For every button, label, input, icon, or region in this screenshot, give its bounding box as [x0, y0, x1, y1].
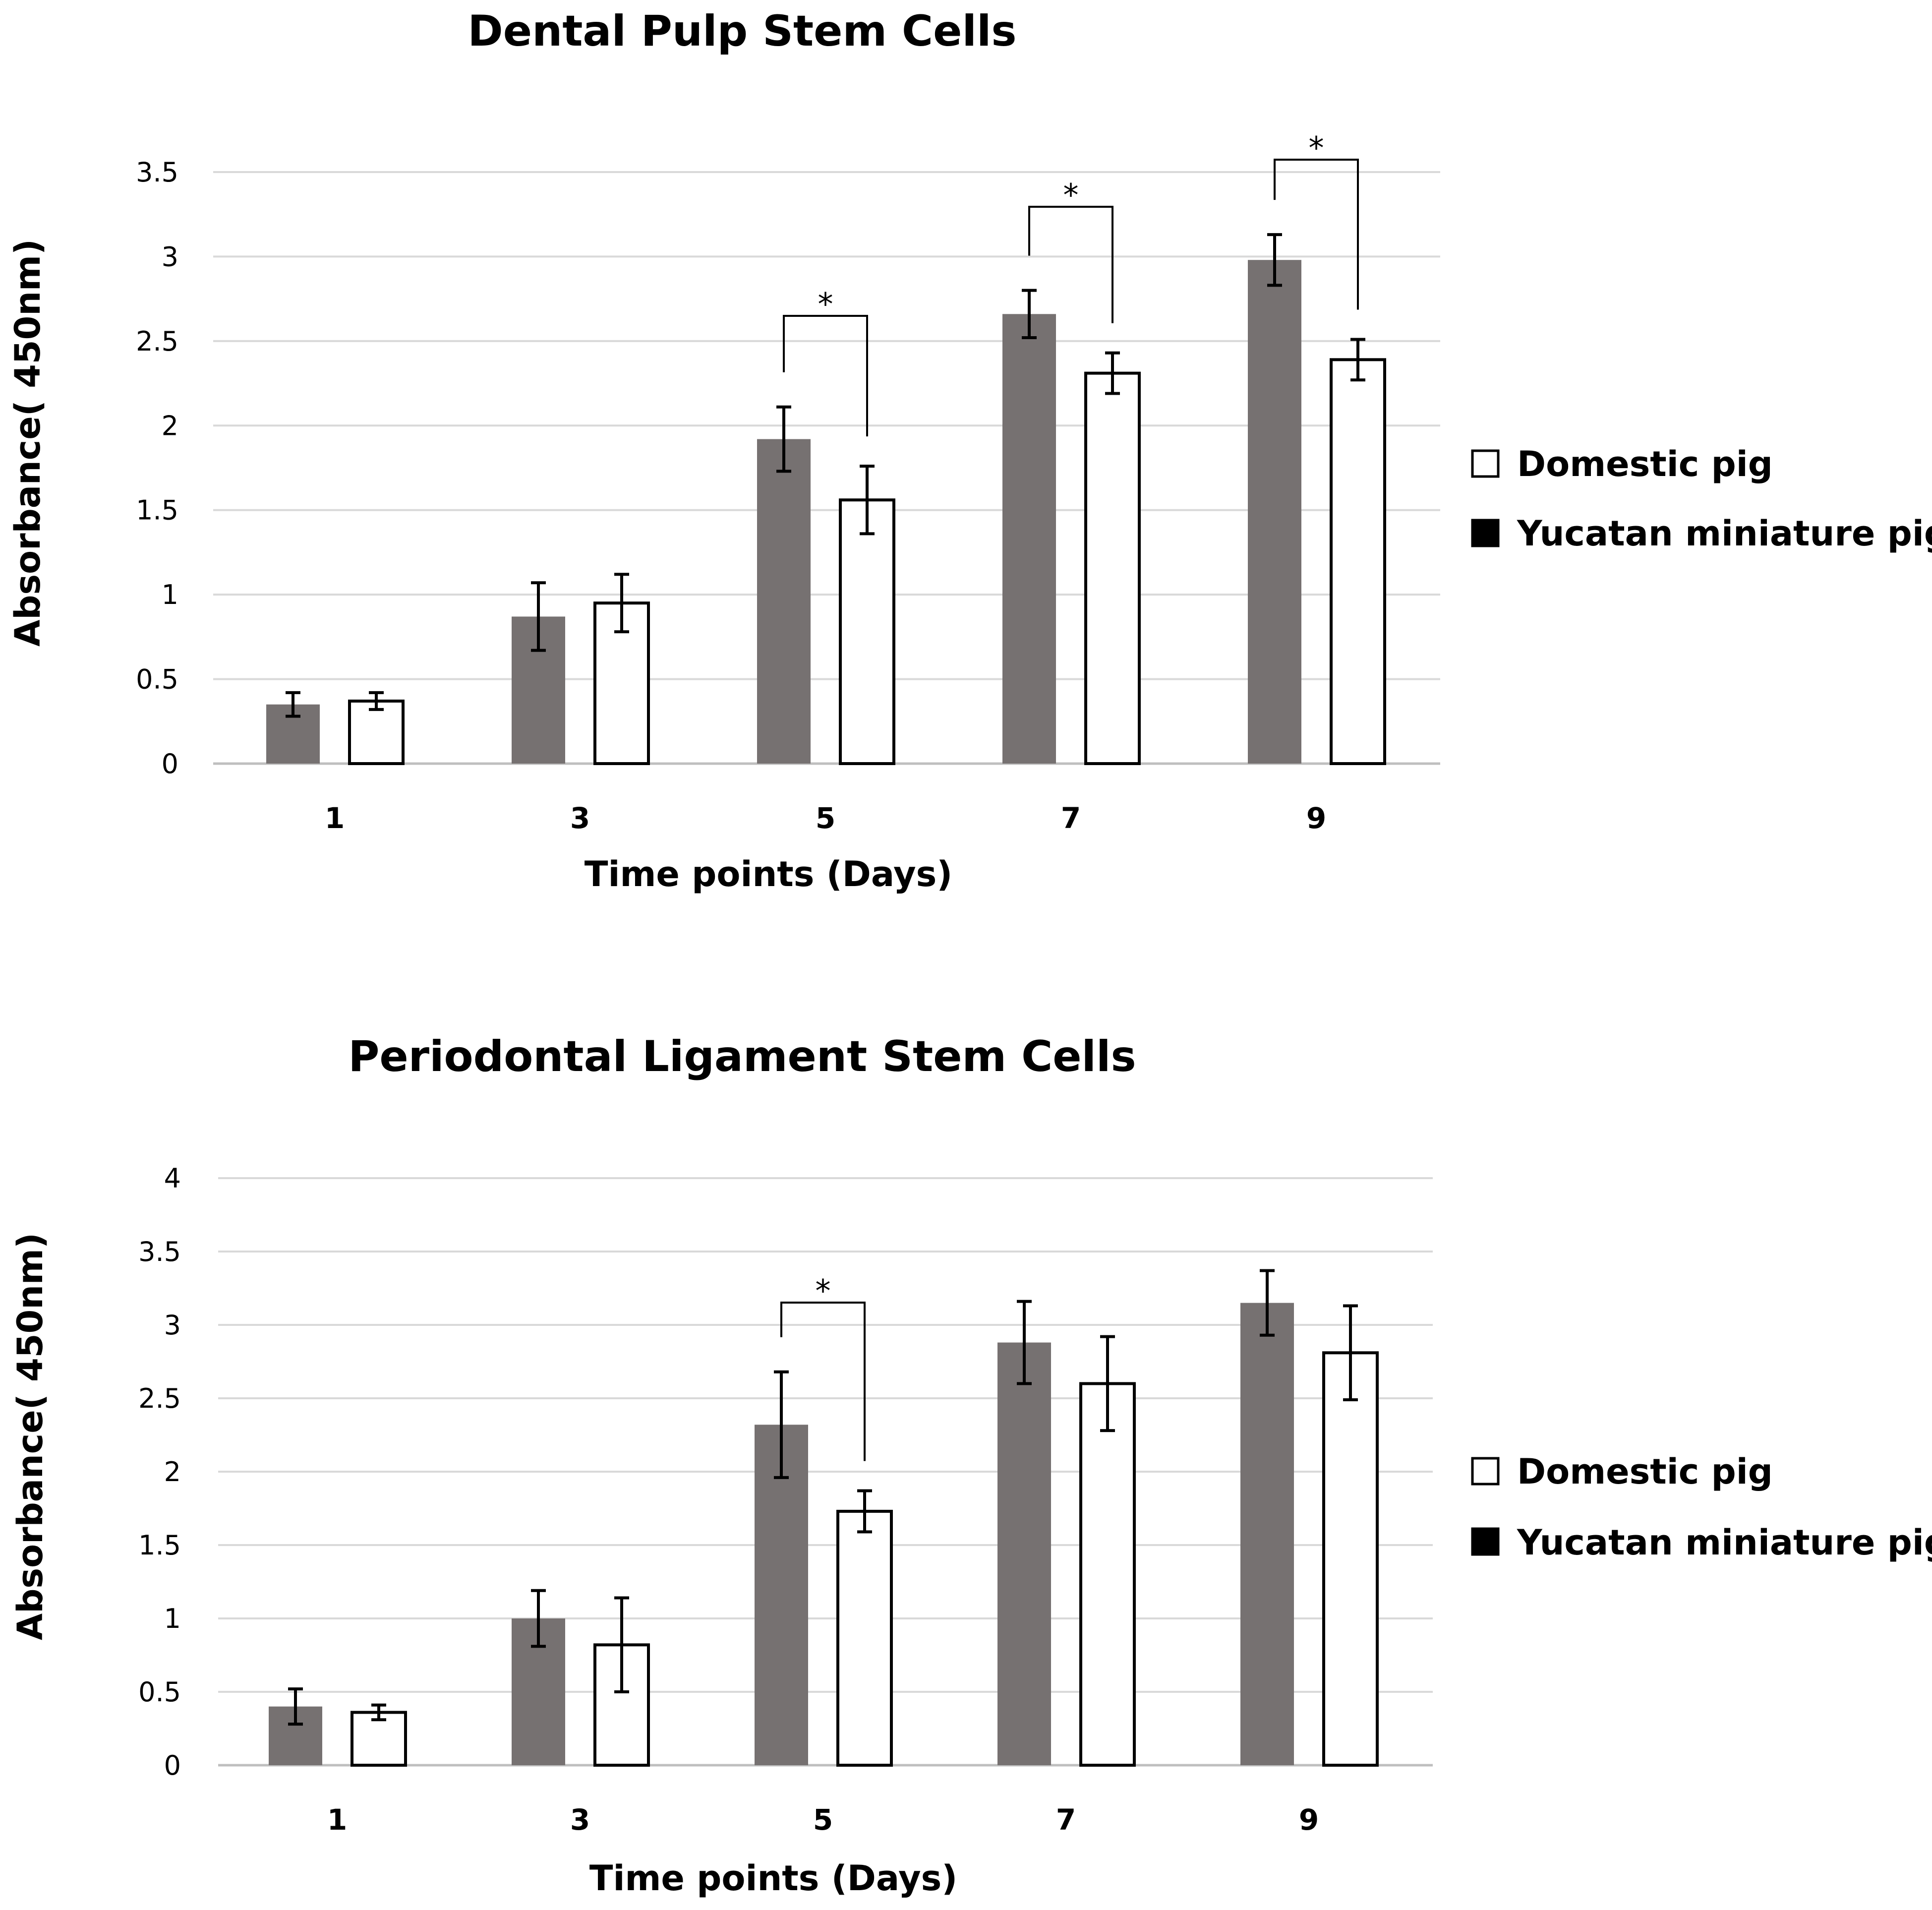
y-tick-label: 0.5 [136, 664, 178, 695]
bar-yucatan-day-7 [997, 1342, 1051, 1765]
y-tick-label: 1 [164, 1603, 181, 1634]
bar-yucatan-day-5 [755, 1425, 808, 1765]
y-tick-label: 0.5 [138, 1676, 181, 1708]
significance-bracket-day-5 [783, 315, 868, 437]
error-bar [531, 581, 546, 652]
legend-label-domestic: Domestic pig [1517, 1451, 1773, 1492]
bar-yucatan-day-5 [757, 439, 811, 764]
y-axis-label: Absorbance( 450nm) [7, 239, 48, 647]
x-tick-labels: 1 3 5 7 9 [325, 801, 1326, 835]
y-tick-label: 1 [162, 579, 178, 610]
bar-domestic-day-9 [1330, 358, 1386, 765]
legend-swatch-yucatan [1471, 519, 1500, 547]
legend-label-domestic: Domestic pig [1517, 444, 1773, 484]
x-tick-labels: 1 3 5 7 9 [327, 1803, 1319, 1837]
significance-bracket-day-5 [780, 1302, 866, 1461]
x-tick-label-day-9: 9 [1299, 1803, 1319, 1837]
y-tick-label: 4 [164, 1163, 181, 1194]
bar-yucatan-day-7 [1002, 314, 1056, 764]
y-tick-labels: 0 0.5 1 1.5 2 2.5 3 3.5 [136, 157, 178, 779]
error-bar [1350, 338, 1365, 382]
legend-label-yucatan: Yucatan miniature pig [1517, 1522, 1932, 1563]
x-tick-label-day-7: 7 [1061, 801, 1081, 835]
y-tick-label: 2.5 [136, 326, 178, 357]
error-bar [860, 465, 875, 536]
y-axis-label: Absorbance( 450nm) [10, 1233, 51, 1640]
gridlines [218, 1177, 1433, 1767]
chart-periodontal-ligament: Periodontal Ligament Stem Cells 0 0.5 1 1.5… [10, 1032, 1932, 1899]
bar-domestic-day-7 [1079, 1382, 1136, 1767]
x-tick-label-day-7: 7 [1056, 1803, 1076, 1837]
error-bar [1100, 1335, 1115, 1432]
gridlines [213, 171, 1440, 765]
significance-star-day-9: * [1309, 130, 1324, 166]
x-tick-label-day-3: 3 [570, 801, 590, 835]
y-tick-label: 1.5 [136, 495, 178, 526]
significance-bracket-day-9 [1274, 159, 1359, 310]
x-tick-label-day-5: 5 [813, 1803, 833, 1837]
significance-star-day-5: * [816, 1273, 831, 1309]
significance-star-day-7: * [1063, 177, 1079, 213]
error-bar [614, 1596, 629, 1693]
chart-title: Periodontal Ligament Stem Cells [348, 1032, 1136, 1081]
x-tick-label-day-9: 9 [1306, 801, 1326, 835]
significance-brackets: * [780, 1273, 866, 1461]
chart-title: Dental Pulp Stem Cells [468, 6, 1016, 56]
bar-yucatan-day-9 [1240, 1303, 1294, 1765]
bars [266, 233, 1386, 765]
x-tick-label-day-5: 5 [816, 801, 835, 835]
x-tick-label-day-1: 1 [327, 1803, 347, 1837]
significance-star-day-5: * [818, 286, 833, 322]
legend-swatch-domestic [1471, 1457, 1500, 1486]
y-tick-label: 3 [164, 1310, 181, 1341]
y-tick-label: 2 [164, 1456, 181, 1488]
bar-domestic-day-7 [1084, 371, 1141, 765]
legend-label-yucatan: Yucatan miniature pig [1517, 513, 1932, 554]
y-tick-labels: 0 0.5 1 1.5 2 2.5 3 3.5 4 [138, 1163, 181, 1781]
error-bar [1267, 233, 1282, 287]
y-tick-label: 3.5 [136, 157, 178, 188]
error-bar [774, 1370, 789, 1479]
y-tick-label: 1.5 [138, 1530, 181, 1561]
error-bar [857, 1489, 872, 1534]
legend-swatch-yucatan [1471, 1527, 1500, 1556]
error-bar [1017, 1300, 1032, 1385]
chart-dental-pulp: Dental Pulp Stem Cells 00.511.522.533.5 … [7, 6, 1932, 895]
bar-domestic-day-5 [839, 498, 895, 765]
y-tick-label: 2 [162, 410, 178, 441]
error-bar [369, 691, 384, 711]
y-tick-label: 0 [164, 1750, 181, 1781]
legend: Domestic pig Yucatan miniature pig [1471, 1451, 1932, 1563]
bar-domestic-day-9 [1322, 1351, 1379, 1767]
x-axis-label: Time points (Days) [585, 854, 953, 895]
bar-yucatan-day-9 [1248, 260, 1301, 764]
error-bar [1260, 1269, 1275, 1337]
significance-brackets: * * * [783, 130, 1359, 437]
y-tick-label: 3 [162, 241, 178, 272]
x-tick-label-day-3: 3 [570, 1803, 590, 1837]
error-bar [286, 691, 300, 718]
legend-swatch-domestic [1471, 449, 1500, 478]
x-axis-label: Time points (Days) [589, 1858, 958, 1899]
error-bar [1343, 1304, 1358, 1401]
significance-bracket-day-7 [1028, 206, 1113, 323]
error-bar [1105, 351, 1120, 395]
error-bar [1022, 289, 1037, 340]
legend: Domestic pig Yucatan miniature pig [1471, 444, 1932, 554]
error-bar [288, 1687, 303, 1726]
y-tick-label: 3.5 [138, 1236, 181, 1267]
y-tick-label: 2.5 [138, 1383, 181, 1414]
error-bar [371, 1703, 386, 1722]
error-bar [776, 405, 791, 473]
error-bar [531, 1589, 546, 1648]
error-bar [614, 573, 629, 634]
bar-domestic-day-1 [348, 699, 405, 765]
x-tick-label-day-1: 1 [325, 801, 345, 835]
bars [269, 1269, 1379, 1767]
bar-domestic-day-5 [836, 1509, 893, 1767]
y-tick-label: 0 [162, 748, 178, 779]
